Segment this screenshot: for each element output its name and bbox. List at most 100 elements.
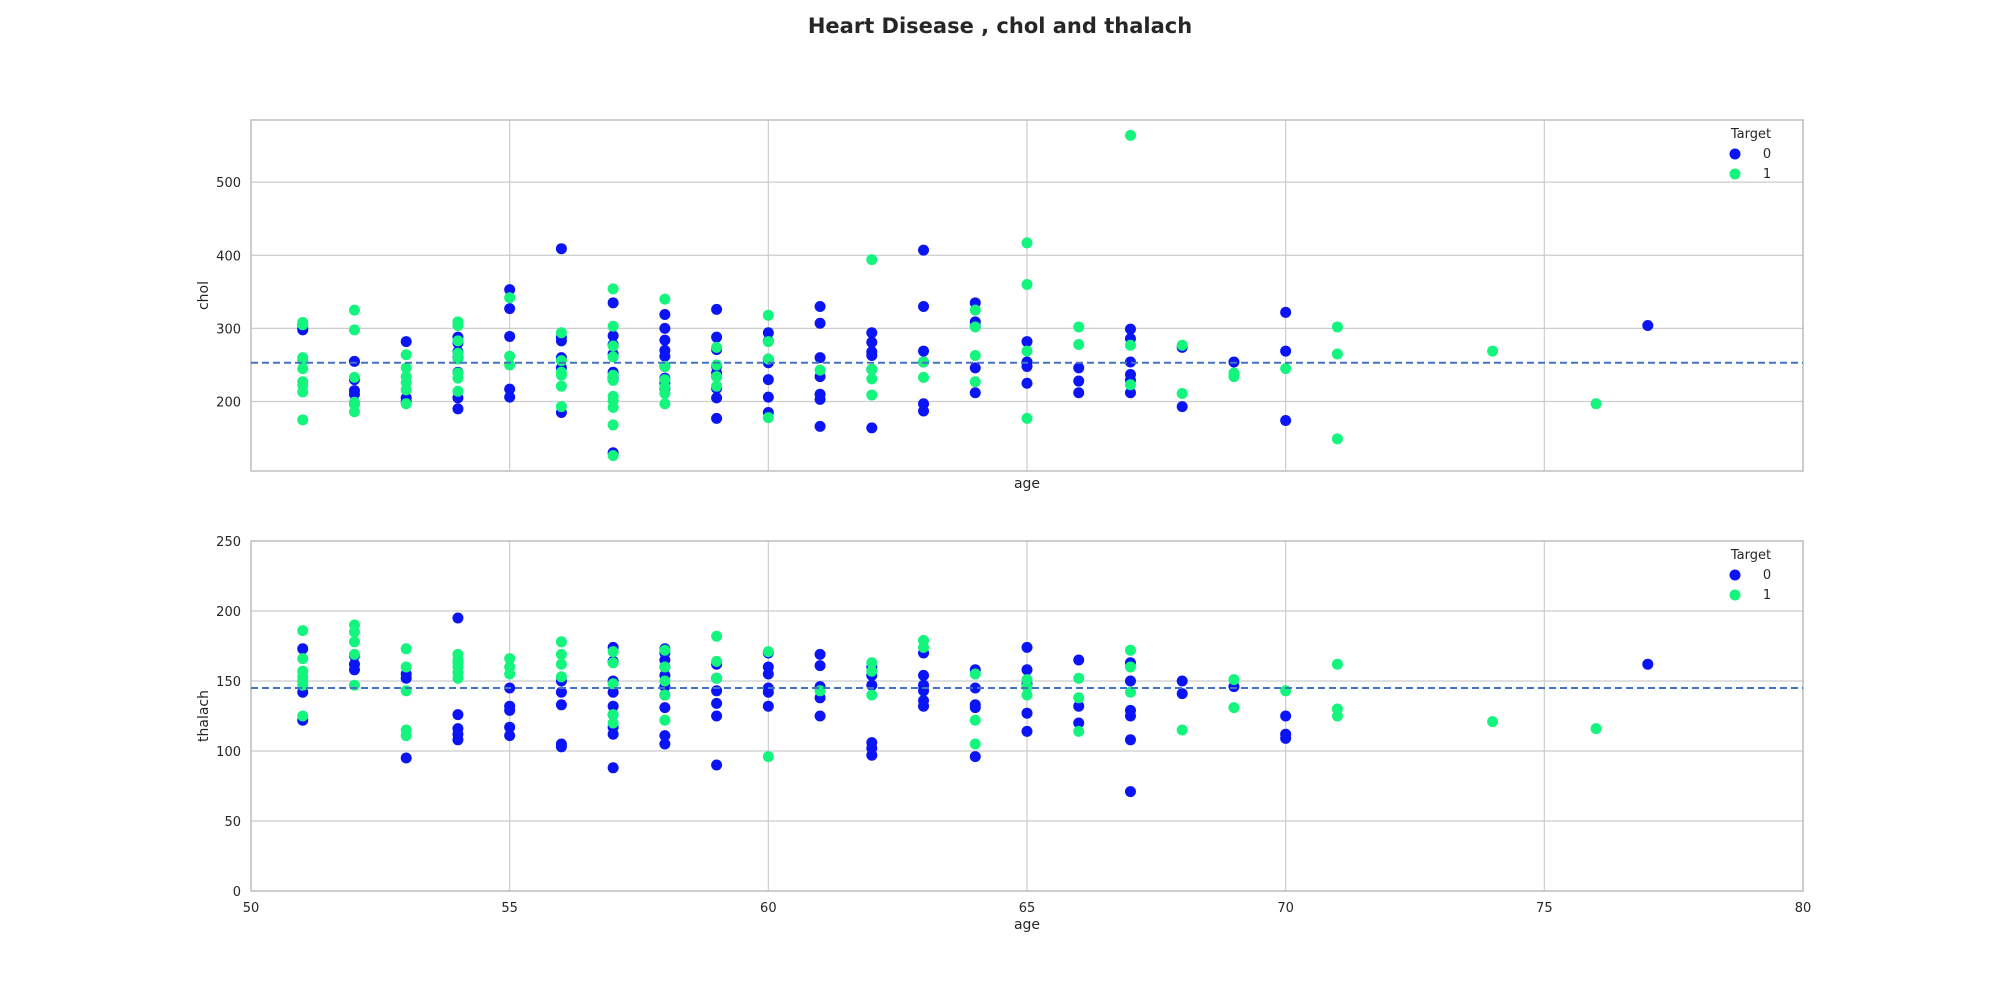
upper-point-target-0 [918, 244, 930, 256]
upper-point-target-1 [1590, 398, 1602, 410]
lower-point-target-1 [1021, 681, 1033, 693]
lower-point-target-1 [762, 646, 774, 658]
upper-point-target-1 [348, 324, 360, 336]
upper-point-target-0 [762, 374, 774, 386]
lower-point-target-0 [711, 697, 723, 709]
lower-point-target-0 [814, 648, 826, 660]
upper-point-target-1 [969, 321, 981, 333]
upper-point-target-1 [348, 371, 360, 383]
upper-point-target-1 [659, 293, 671, 305]
upper-ytick-label: 300 [216, 322, 241, 337]
lower-ytick-label: 250 [216, 535, 241, 550]
upper-point-target-1 [555, 327, 567, 339]
lower-point-target-0 [400, 752, 412, 764]
upper-ytick-label: 400 [216, 249, 241, 264]
upper-legend-label-0: 0 [1763, 147, 1771, 162]
lower-point-target-0 [555, 686, 567, 698]
upper-point-target-1 [969, 304, 981, 316]
upper-point-target-1 [1331, 348, 1343, 360]
upper-point-target-1 [866, 363, 878, 375]
lower-point-target-1 [814, 685, 826, 697]
lower-point-target-0 [918, 685, 930, 697]
lower-point-target-0 [452, 612, 464, 624]
lower-point-target-1 [297, 625, 309, 637]
lower-ytick-label: 200 [216, 605, 241, 620]
lower-point-target-0 [504, 704, 516, 716]
lower-point-target-1 [1124, 686, 1136, 698]
lower-ytick-label: 0 [233, 885, 241, 900]
lower-point-target-0 [607, 700, 619, 712]
upper-point-target-1 [452, 385, 464, 397]
upper-axes-frame [250, 119, 1804, 472]
lower-point-target-1 [659, 714, 671, 726]
lower-point-target-0 [918, 669, 930, 681]
upper-point-target-1 [814, 364, 826, 376]
lower-point-target-0 [711, 685, 723, 697]
upper-point-target-1 [1073, 338, 1085, 350]
lower-xtick-label: 60 [760, 901, 777, 916]
upper-point-target-1 [711, 359, 723, 371]
upper-point-target-1 [504, 359, 516, 371]
lower-point-target-1 [1073, 672, 1085, 684]
upper-point-target-0 [555, 335, 567, 347]
upper-point-target-0 [659, 322, 671, 334]
upper-point-target-1 [1331, 321, 1343, 333]
upper-point-target-0 [866, 327, 878, 339]
lower-point-target-1 [1176, 724, 1188, 736]
lower-point-target-1 [1331, 658, 1343, 670]
lower-xlabel: age [1014, 917, 1040, 933]
lower-point-target-0 [1073, 654, 1085, 666]
lower-point-target-1 [711, 630, 723, 642]
lower-point-target-1 [1124, 661, 1136, 673]
lower-point-target-0 [400, 672, 412, 684]
lower-point-target-1 [555, 648, 567, 660]
lower-xtick-label: 80 [1795, 901, 1812, 916]
lower-ytick-label: 150 [216, 675, 241, 690]
lower-point-target-0 [1124, 710, 1136, 722]
upper-point-target-0 [1280, 345, 1292, 357]
lower-point-target-0 [1176, 688, 1188, 700]
lower-point-target-1 [400, 661, 412, 673]
lower-point-target-1 [297, 653, 309, 665]
upper-point-target-1 [607, 419, 619, 431]
lower-point-target-1 [348, 626, 360, 638]
lower-point-target-0 [659, 730, 671, 742]
upper-point-target-1 [866, 373, 878, 385]
upper-point-target-0 [814, 300, 826, 312]
lower-point-target-0 [297, 643, 309, 655]
upper-point-target-0 [1073, 387, 1085, 399]
lower-point-target-1 [659, 675, 671, 687]
lower-point-target-1 [400, 730, 412, 742]
lower-point-target-1 [400, 643, 412, 655]
lower-axes-frame [250, 540, 1804, 892]
lower-point-target-0 [1280, 710, 1292, 722]
lower-point-target-1 [969, 738, 981, 750]
upper-point-target-1 [607, 450, 619, 462]
lower-point-target-0 [659, 702, 671, 714]
lower-point-target-0 [762, 668, 774, 680]
lower-point-target-0 [607, 686, 619, 698]
upper-point-target-1 [504, 292, 516, 304]
lower-xtick-label: 55 [501, 901, 518, 916]
lower-point-target-0 [1124, 786, 1136, 798]
lower-point-target-1 [866, 689, 878, 701]
lower-point-target-1 [866, 657, 878, 669]
lower-point-target-1 [1073, 692, 1085, 704]
upper-point-target-1 [1176, 387, 1188, 399]
upper-point-target-1 [1228, 371, 1240, 383]
upper-point-target-1 [711, 341, 723, 353]
upper-point-target-0 [1280, 306, 1292, 318]
upper-point-target-0 [814, 420, 826, 432]
upper-point-target-1 [452, 319, 464, 331]
figure-title: Heart Disease , chol and thalach [807, 14, 1193, 38]
lower-point-target-1 [711, 672, 723, 684]
lower-ytick-label: 100 [216, 745, 241, 760]
lower-point-target-1 [1331, 710, 1343, 722]
upper-point-target-1 [297, 319, 309, 331]
lower-point-target-1 [348, 679, 360, 691]
lower-point-target-0 [504, 721, 516, 733]
upper-point-target-1 [607, 283, 619, 295]
upper-legend-marker-1 [1729, 168, 1741, 180]
upper-point-target-0 [1642, 319, 1654, 331]
